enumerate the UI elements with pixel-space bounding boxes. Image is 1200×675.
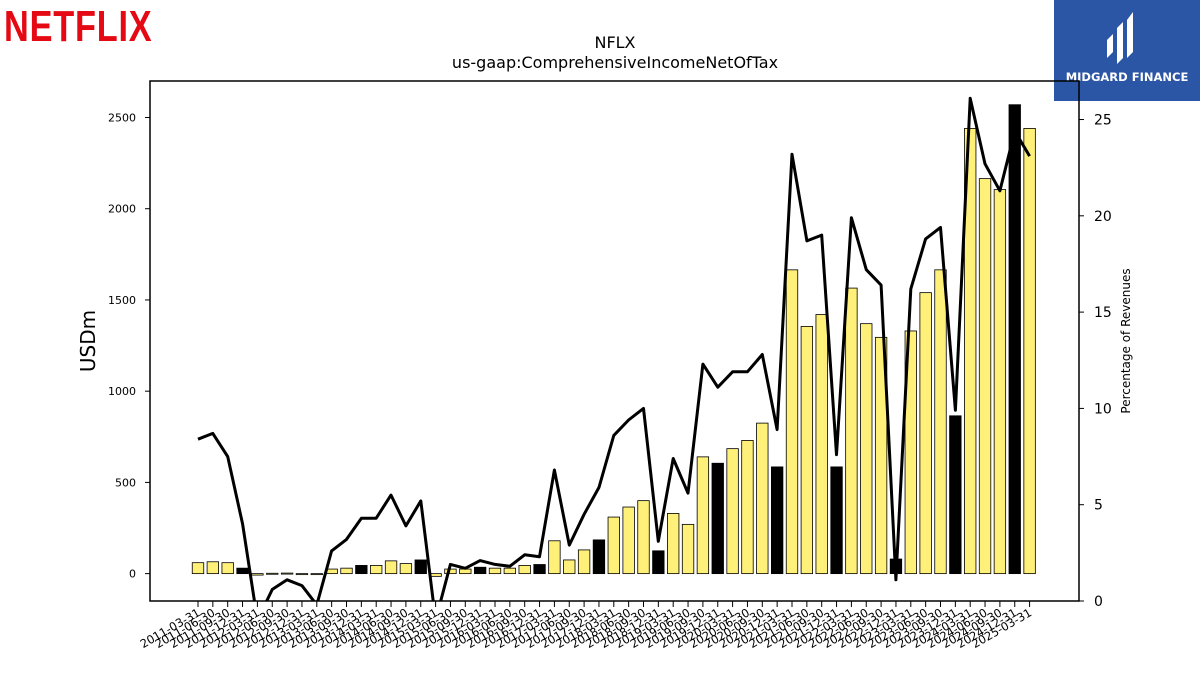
- bar: [370, 565, 383, 575]
- bars-layer: [191, 104, 1036, 577]
- bar: [845, 287, 858, 575]
- company-wordmark: NETFLIX: [4, 2, 153, 51]
- bar: [488, 567, 502, 575]
- bar: [473, 566, 487, 575]
- bar: [533, 564, 546, 575]
- y2-tick-label: 10: [1094, 401, 1112, 417]
- bar: [280, 572, 294, 575]
- bar: [310, 573, 323, 576]
- bar: [518, 565, 531, 575]
- publisher-name: MIDGARD FINANCE: [1065, 70, 1189, 84]
- bar: [741, 440, 754, 575]
- y-tick-label: 1000: [108, 385, 136, 398]
- bar: [236, 567, 249, 575]
- plot-frame: [149, 80, 1080, 602]
- bar: [221, 562, 234, 575]
- bar: [711, 462, 724, 575]
- bar: [726, 448, 739, 575]
- bar: [978, 178, 992, 575]
- chart-subtitle: us-gaap:ComprehensiveIncomeNetOfTax: [452, 53, 778, 72]
- bar: [355, 565, 368, 575]
- y2-tick-label: 5: [1094, 498, 1103, 514]
- bar: [830, 466, 843, 575]
- bar: [800, 326, 813, 575]
- y2-tick-label: 25: [1094, 113, 1112, 129]
- bar: [696, 456, 710, 575]
- bar: [191, 562, 205, 575]
- chart-title: NFLX: [594, 33, 635, 52]
- bar: [756, 422, 769, 575]
- y-tick-label: 500: [115, 476, 136, 489]
- bar: [607, 516, 620, 575]
- bar: [399, 563, 413, 575]
- bar: [340, 567, 353, 575]
- y2-tick-label: 0: [1094, 594, 1103, 610]
- bar: [993, 189, 1007, 575]
- bar: [949, 415, 962, 575]
- bar: [1008, 104, 1021, 575]
- y-tick-label: 2500: [108, 111, 136, 124]
- y2-axis-label: Percentage of Revenues: [1119, 268, 1133, 413]
- bar: [414, 559, 427, 575]
- bar: [874, 336, 888, 575]
- bar: [295, 573, 309, 576]
- bar: [934, 269, 947, 575]
- bar: [206, 561, 220, 575]
- bar: [622, 506, 635, 575]
- bar: [548, 540, 561, 575]
- bar: [904, 330, 917, 575]
- y-tick-label: 2000: [108, 203, 136, 216]
- bar: [815, 314, 828, 575]
- bar: [251, 573, 264, 576]
- bar: [266, 572, 279, 575]
- bar: [563, 559, 576, 575]
- bar: [1023, 128, 1036, 575]
- bar: [592, 539, 606, 575]
- bar: [771, 466, 784, 575]
- bar: [577, 549, 591, 575]
- bar: [681, 523, 695, 575]
- bar: [652, 550, 665, 575]
- bar: [384, 560, 398, 575]
- y2-tick-label: 15: [1094, 305, 1112, 321]
- line-layer: [197, 96, 1031, 601]
- revenue-percentage-line: [197, 96, 1031, 601]
- bar: [785, 269, 799, 575]
- y2-tick-label: 20: [1094, 209, 1112, 225]
- bar: [503, 567, 517, 575]
- bar: [667, 513, 680, 575]
- y-tick-label: 0: [129, 568, 136, 581]
- y-tick-label: 1500: [108, 294, 136, 307]
- bar: [637, 500, 650, 575]
- bar: [860, 323, 873, 575]
- y-axis-label: USDm: [76, 310, 100, 372]
- publisher-logo-icon: [1107, 12, 1133, 64]
- bar: [919, 292, 932, 575]
